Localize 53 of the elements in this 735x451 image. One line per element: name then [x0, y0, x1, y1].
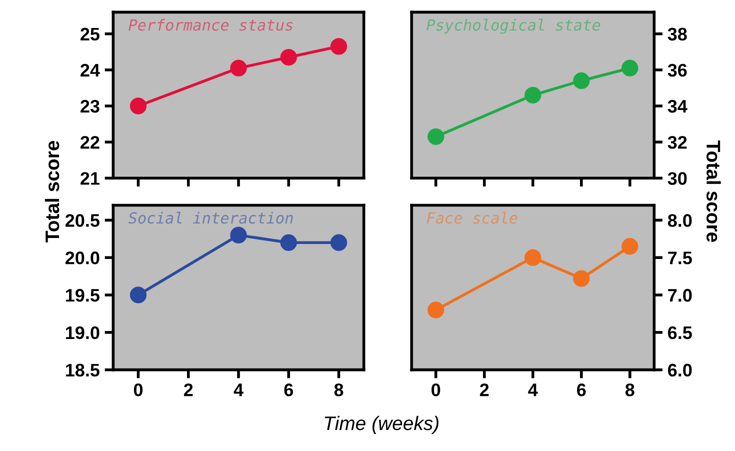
point: [280, 48, 297, 66]
y-tick-label: 25: [80, 28, 100, 41]
chart-title: Performance status: [128, 18, 293, 31]
chart-title: Psychological state: [426, 18, 600, 34]
y-tick-label: 23: [80, 100, 100, 113]
x-tick-label: 2: [184, 383, 193, 396]
chart-title: Face scale: [426, 212, 518, 224]
x-tick-label: 0: [134, 383, 143, 396]
y2-tick-label: 36: [668, 64, 687, 77]
point: [330, 234, 348, 251]
point: [130, 286, 147, 304]
y-tick-label: 24: [80, 64, 100, 76]
y2-tick-label: 6.0: [668, 364, 692, 377]
y2-tick-label: 38: [668, 28, 687, 41]
point: [524, 86, 542, 104]
point: [428, 128, 444, 145]
y2-tick-label: 8.0: [668, 214, 692, 227]
point: [428, 302, 444, 318]
point: [330, 38, 348, 55]
x-tick-label: 4: [234, 384, 244, 396]
point: [622, 238, 638, 255]
y-tick-label: 21: [80, 172, 100, 185]
point: [280, 234, 297, 251]
point: [524, 249, 542, 266]
point: [573, 270, 590, 287]
x-tick-label: 0: [432, 383, 440, 396]
y-tick-label: 20.0: [65, 252, 100, 264]
y-tick-label: 19.5: [66, 288, 100, 302]
x-axis-title: Time (weeks): [324, 416, 438, 434]
y2-tick-label: 30: [668, 172, 687, 185]
y2-tick-label: 7.5: [668, 252, 692, 264]
x-tick-label: 6: [577, 383, 586, 396]
x-tick-label: 8: [625, 383, 634, 396]
point: [573, 72, 590, 90]
x-tick-label: 2: [480, 383, 489, 396]
point: [130, 98, 147, 114]
point: [622, 60, 638, 76]
y-tick-label: 19.0: [66, 326, 100, 340]
y2-axis-title: Total score: [706, 140, 721, 242]
x-tick-label: 8: [334, 383, 344, 396]
y-tick-label: 20.5: [65, 214, 100, 227]
y2-tick-label: 6.5: [668, 326, 692, 340]
y-tick-label: 22: [80, 136, 100, 149]
y2-tick-label: 7.0: [668, 288, 692, 302]
point: [230, 226, 247, 244]
y-axis-title: Total score: [44, 140, 60, 242]
y2-tick-label: 32: [668, 136, 687, 149]
y2-tick-label: 34: [668, 100, 688, 113]
y-tick-label: 18.5: [66, 364, 100, 377]
x-tick-label: 6: [284, 383, 294, 396]
point: [230, 60, 247, 76]
x-tick-label: 4: [528, 384, 538, 396]
chart-title: Social interaction: [128, 212, 293, 224]
